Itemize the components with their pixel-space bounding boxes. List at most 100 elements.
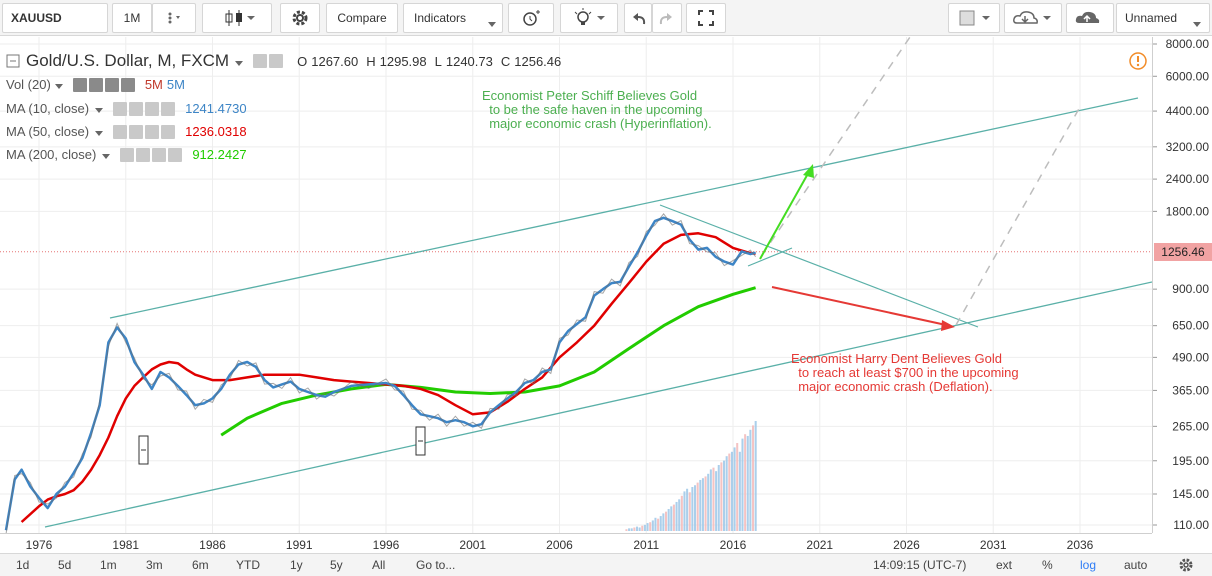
range-3m-button[interactable]: 3m: [146, 558, 163, 572]
range-all-button[interactable]: All: [372, 558, 386, 572]
interval-button[interactable]: 1M: [112, 3, 152, 33]
percent-toggle[interactable]: %: [1042, 558, 1053, 572]
chevron-down-icon[interactable]: [95, 101, 103, 116]
layout-name-button[interactable]: Unnamed: [1116, 3, 1210, 33]
y-tick-label: 490.00: [1172, 350, 1209, 364]
volume-bar: [667, 509, 670, 531]
chevron-down-icon[interactable]: [95, 124, 103, 139]
y-tick-label: 1800.00: [1166, 204, 1210, 218]
time-axis[interactable]: 1976 1981 1986 1991 1996 2001 2006 2011 2016 2021…: [0, 533, 1152, 553]
load-layout-button[interactable]: [1004, 3, 1062, 33]
save-layout-button[interactable]: [1066, 3, 1114, 33]
price-axis[interactable]: 110.00 145.00 195.00 265.00 365.00 490.00 650.…: [1152, 37, 1212, 533]
price-axis-labels: 110.00 145.00 195.00 265.00 365.00 490.00 650.…: [1153, 37, 1210, 532]
volume-bar: [749, 429, 752, 531]
chevron-down-icon[interactable]: [102, 147, 110, 162]
warning-icon[interactable]: [1128, 51, 1148, 71]
y-tick-label: 8000.00: [1166, 37, 1210, 51]
dashed-projection-lower[interactable]: [955, 106, 1081, 326]
schiff-annotation[interactable]: Economist Peter Schiff Believes Gold to …: [482, 88, 712, 131]
legend-ma200: MA (200, close) 912.2427: [6, 147, 247, 162]
volume-bar: [720, 462, 723, 531]
x-tick-label: 2036: [1067, 538, 1094, 552]
range-5d-button[interactable]: 5d: [58, 558, 72, 572]
cloud-upload-icon: [1075, 11, 1100, 23]
ohlc-close-label: C: [500, 53, 511, 69]
vol-buttons[interactable]: [72, 77, 137, 92]
ma200-buttons[interactable]: [120, 147, 184, 162]
series-ma-200-close-[interactable]: [220, 286, 757, 437]
volume-bar: [686, 488, 689, 531]
undo-icon: [633, 13, 646, 25]
drawing-color-button[interactable]: [948, 3, 1000, 33]
log-toggle[interactable]: log: [1080, 558, 1097, 572]
gear-icon[interactable]: [1178, 557, 1194, 573]
goto-button[interactable]: Go to...: [416, 558, 456, 572]
chevron-down-icon[interactable]: [55, 77, 63, 92]
channel-upper-line[interactable]: [109, 97, 1139, 319]
ma50-label: MA (50, close): [6, 124, 90, 139]
chart-pane[interactable]: Gold/U.S. Dollar, M, FXCM O 1267.60 H 12…: [0, 37, 1152, 533]
ext-toggle[interactable]: ext: [996, 558, 1013, 572]
price-chart[interactable]: [0, 37, 1152, 533]
y-tick-label: 110.00: [1173, 518, 1209, 532]
x-tick-label: 1976: [26, 538, 53, 552]
legend-buttons[interactable]: [253, 54, 285, 68]
y-tick-label: 265.00: [1172, 419, 1209, 433]
x-tick-label: 2031: [980, 538, 1007, 552]
symbol-input[interactable]: XAUUSD: [2, 3, 108, 33]
ohlc-open-label: O: [297, 53, 308, 69]
downtrend-line[interactable]: [659, 204, 979, 328]
redo-icon: [659, 13, 672, 25]
interval-more-icon[interactable]: [152, 3, 196, 33]
undo-button[interactable]: [624, 3, 652, 33]
y-tick-label: 6000.00: [1166, 69, 1210, 83]
volume-bar: [672, 504, 675, 531]
compare-button[interactable]: Compare: [326, 3, 398, 33]
volume-bar: [744, 434, 747, 531]
ma10-buttons[interactable]: [113, 101, 177, 116]
ohlc-low-label: L: [434, 53, 442, 69]
auto-toggle[interactable]: auto: [1124, 558, 1148, 572]
range-1d-button[interactable]: 1d: [16, 558, 30, 572]
range-6m-button[interactable]: 6m: [192, 558, 209, 572]
redo-button[interactable]: [652, 3, 682, 33]
x-tick-label: 2001: [459, 538, 486, 552]
bear-arrowhead: [941, 320, 955, 331]
range-5y-button[interactable]: 5y: [330, 558, 343, 572]
ma50-buttons[interactable]: [113, 124, 177, 139]
volume-bar: [733, 447, 736, 531]
volume-bar: [691, 487, 694, 531]
x-tick-label: 1996: [373, 538, 400, 552]
chevron-down-icon[interactable]: [235, 54, 243, 69]
bull-arrow[interactable]: [759, 169, 811, 260]
range-1m-button[interactable]: 1m: [100, 558, 117, 572]
interval-label: 1M: [123, 11, 141, 25]
legend-main: Gold/U.S. Dollar, M, FXCM O 1267.60 H 12…: [6, 51, 561, 71]
chevron-down-icon: [488, 16, 496, 30]
collapse-legend-icon[interactable]: [6, 54, 20, 68]
x-tick-label: 2011: [633, 538, 659, 552]
indicators-button[interactable]: Indicators: [403, 3, 503, 33]
series-ma-10-close-[interactable]: [4, 216, 756, 531]
chart-style-button[interactable]: [202, 3, 272, 33]
alert-button[interactable]: [508, 3, 554, 33]
vol-value-2: 5M: [166, 77, 185, 92]
volume-bar: [723, 460, 726, 531]
fullscreen-icon: [698, 10, 714, 26]
dent-annotation[interactable]: Economist Harry Dent Believes Gold to re…: [791, 351, 1019, 394]
ideas-button[interactable]: [560, 3, 618, 33]
x-tick-label: 2026: [893, 538, 920, 552]
dashed-projection-upper[interactable]: [761, 37, 911, 256]
y-tick-label: 650.00: [1172, 319, 1209, 333]
series-ma-50-close-[interactable]: [20, 232, 756, 523]
legend-volume: Vol (20) 5M 5M: [6, 77, 185, 92]
ohlc-close: 1256.46: [514, 53, 562, 69]
triangle-lower-line[interactable]: [747, 247, 793, 267]
settings-button[interactable]: [280, 3, 320, 33]
fullscreen-button[interactable]: [686, 3, 726, 33]
volume-bar: [709, 469, 712, 531]
bear-arrow[interactable]: [771, 286, 947, 326]
range-ytd-button[interactable]: YTD: [236, 558, 260, 572]
range-1y-button[interactable]: 1y: [290, 558, 303, 572]
